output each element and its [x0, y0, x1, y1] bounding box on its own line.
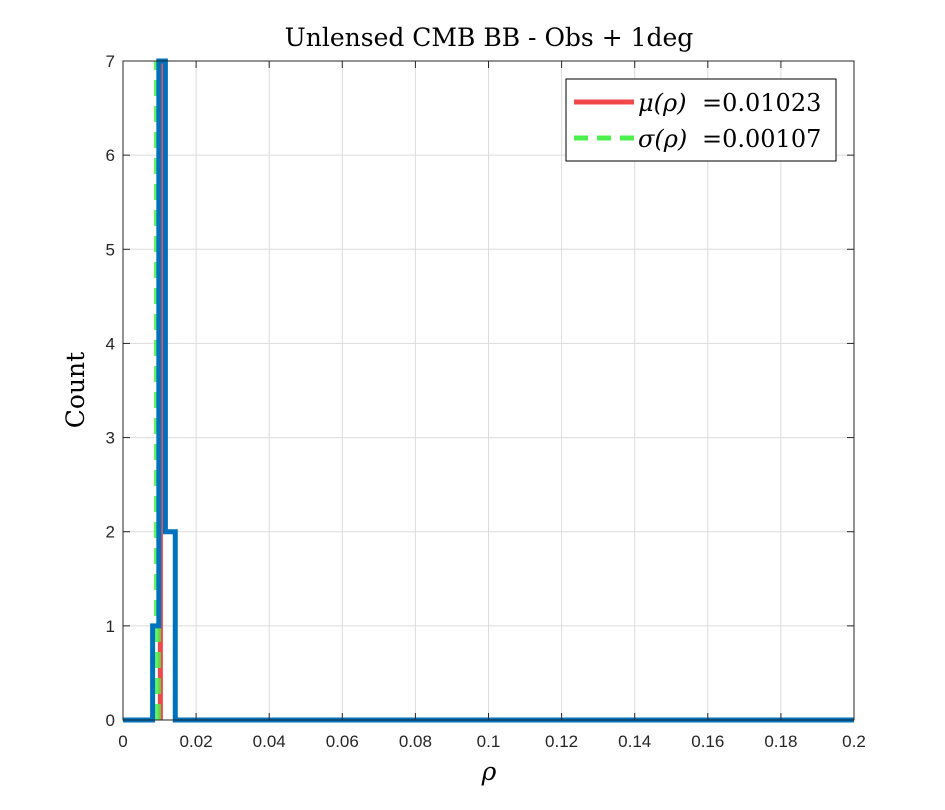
grid [123, 61, 854, 720]
legend-box [565, 78, 837, 162]
x-tick-label: 0.16 [691, 732, 724, 751]
x-tick-label: 0.02 [180, 732, 213, 751]
x-tick-label: 0.12 [545, 732, 578, 751]
y-tick-label: 5 [106, 240, 115, 259]
x-axis-label: ρ [481, 757, 497, 786]
legend-symbol: μ(ρ) [638, 89, 686, 117]
x-tick-label: 0.04 [253, 732, 286, 751]
y-tick-label: 0 [106, 711, 115, 730]
x-tick-label: 0.2 [842, 732, 866, 751]
chart-title: Unlensed CMB BB - Obs + 1deg [285, 23, 694, 52]
legend: μ(ρ) =0.01023 σ(ρ) =0.00107 [565, 78, 837, 162]
x-tick-label: 0.18 [764, 732, 797, 751]
x-tick-label: 0 [118, 732, 127, 751]
y-tick-label: 3 [106, 429, 115, 448]
y-tick-label: 6 [106, 146, 115, 165]
x-tick-label: 0.08 [399, 732, 432, 751]
y-tick-label: 1 [106, 617, 115, 636]
legend-symbol: σ(ρ) [638, 125, 687, 153]
legend-value: =0.01023 [702, 89, 821, 117]
legend-value: =0.00107 [702, 125, 821, 153]
y-axis-label: Count [61, 352, 90, 428]
y-tick-label: 2 [106, 523, 115, 542]
axes: 0 0.02 0.04 0.06 0.08 0.1 0.12 0.14 0.16 0.18 0.2 0… [106, 52, 866, 751]
x-tick-label: 0.06 [326, 732, 359, 751]
y-tick-label: 4 [106, 334, 115, 353]
y-tick-label: 7 [106, 52, 115, 71]
x-tick-label: 0.14 [618, 732, 651, 751]
x-tick-label: 0.1 [477, 732, 501, 751]
